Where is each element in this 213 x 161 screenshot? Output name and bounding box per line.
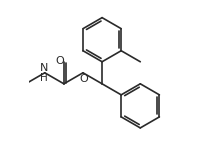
Text: H: H	[40, 73, 48, 83]
Text: N: N	[40, 63, 48, 73]
Text: O: O	[56, 56, 64, 66]
Text: O: O	[80, 74, 88, 84]
